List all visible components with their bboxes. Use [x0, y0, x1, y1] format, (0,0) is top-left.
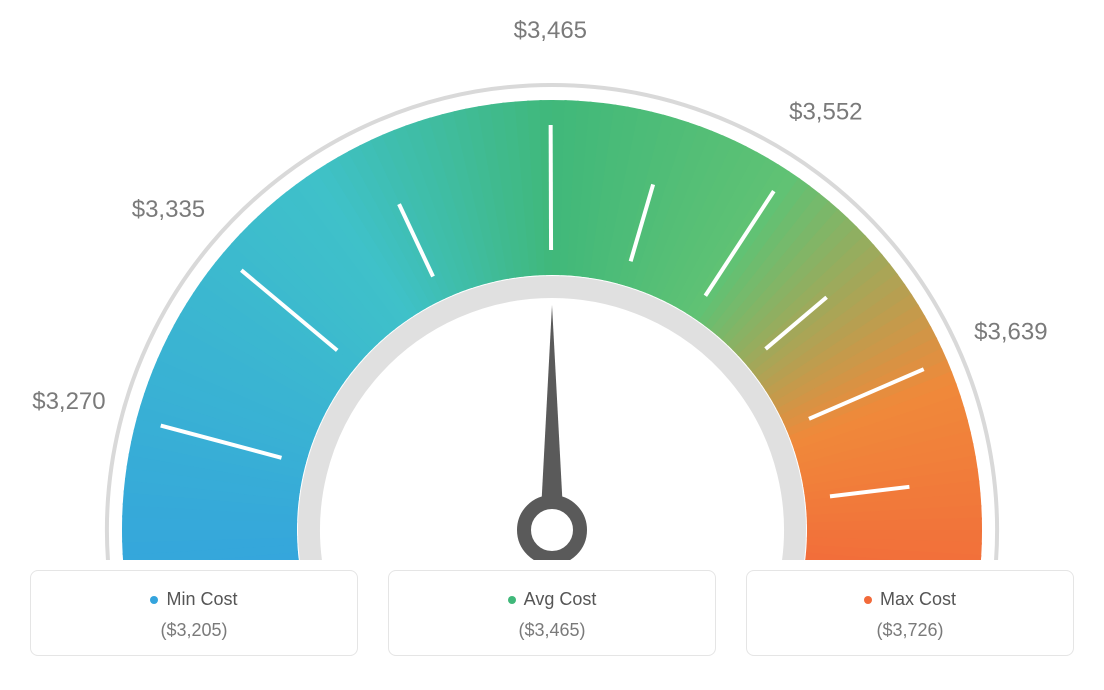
cost-cards-row: Min Cost ($3,205) Avg Cost ($3,465) Max …	[0, 570, 1104, 656]
min-cost-card: Min Cost ($3,205)	[30, 570, 358, 656]
gauge-tick-label: $3,552	[789, 99, 862, 126]
min-cost-value: ($3,205)	[41, 620, 347, 641]
avg-cost-title: Avg Cost	[399, 589, 705, 610]
avg-cost-label: Avg Cost	[524, 589, 597, 609]
gauge-tick-label: $3,465	[514, 17, 587, 44]
gauge-container: $3,205$3,270$3,335$3,465$3,552$3,639$3,7…	[0, 0, 1104, 560]
gauge-tick-label: $3,270	[32, 388, 105, 415]
gauge-tick-label: $3,639	[974, 318, 1047, 345]
max-cost-title: Max Cost	[757, 589, 1063, 610]
bullet-icon	[150, 596, 158, 604]
max-cost-card: Max Cost ($3,726)	[746, 570, 1074, 656]
min-cost-title: Min Cost	[41, 589, 347, 610]
bullet-icon	[508, 596, 516, 604]
avg-cost-value: ($3,465)	[399, 620, 705, 641]
gauge-tick-label: $3,335	[132, 196, 205, 223]
gauge-needle-hub	[524, 502, 580, 558]
avg-cost-card: Avg Cost ($3,465)	[388, 570, 716, 656]
min-cost-label: Min Cost	[166, 589, 237, 609]
gauge-svg: $3,205$3,270$3,335$3,465$3,552$3,639$3,7…	[0, 0, 1104, 560]
max-cost-label: Max Cost	[880, 589, 956, 609]
bullet-icon	[864, 596, 872, 604]
max-cost-value: ($3,726)	[757, 620, 1063, 641]
